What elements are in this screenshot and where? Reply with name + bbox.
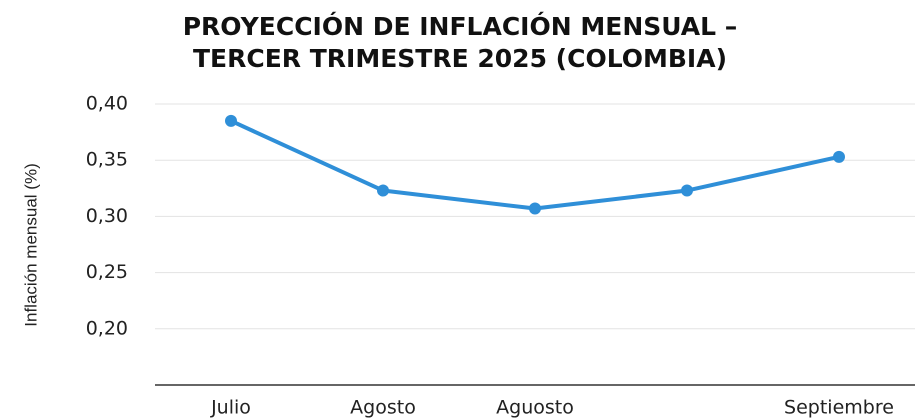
line xyxy=(230,119,840,211)
x-tick-label: Agosto xyxy=(350,397,416,419)
y-tick-label: 0,25 xyxy=(86,261,128,283)
x-tick-label: Septiembre xyxy=(784,397,894,419)
y-axis-label: Inflación mensual (%) xyxy=(21,163,40,326)
x-tick-label: Julio xyxy=(210,397,251,419)
point xyxy=(529,202,541,215)
point xyxy=(225,114,237,127)
point xyxy=(833,150,845,163)
y-tick-label: 0,20 xyxy=(86,317,128,339)
y-tick-label: 0,40 xyxy=(86,93,128,115)
y-tick-label: 0,35 xyxy=(86,149,128,171)
chart-title: PROYECCIÓN DE INFLACIÓN MENSUAL – xyxy=(183,11,738,41)
chart-title: TERCER TRIMESTRE 2025 (COLOMBIA) xyxy=(193,44,727,73)
y-tick-label: 0,30 xyxy=(86,205,128,227)
x-tick-label: Aguosto xyxy=(496,397,574,419)
point xyxy=(681,184,693,197)
point xyxy=(377,184,389,197)
